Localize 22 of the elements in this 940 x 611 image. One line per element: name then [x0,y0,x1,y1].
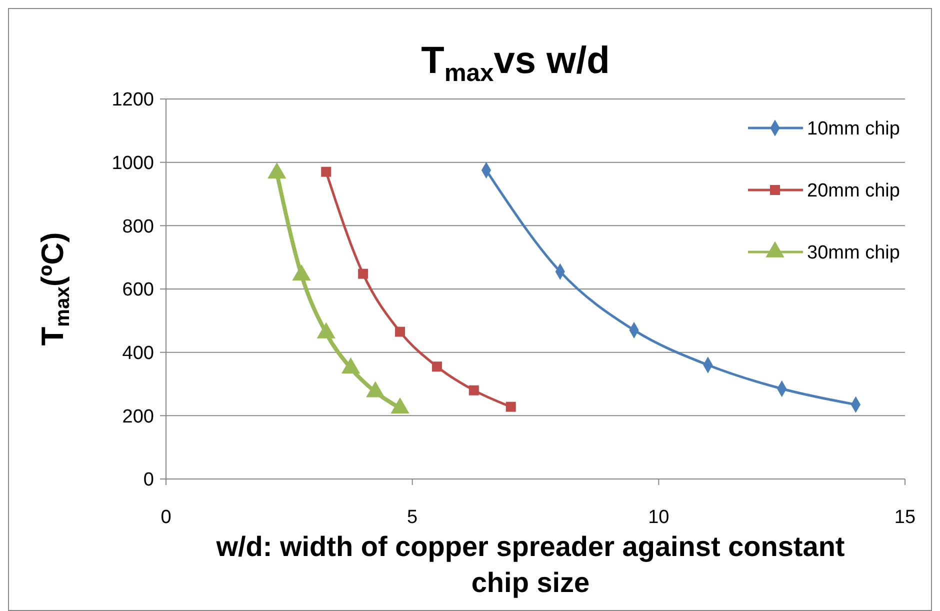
y-tick-label: 600 [122,280,154,301]
y-tick-label: 200 [122,406,154,428]
y-tick-label: 800 [122,216,154,238]
y-tick-label: 0 [143,470,154,491]
point [432,362,442,372]
point [468,385,479,396]
legend-label: 30mm chip [807,242,900,264]
point [358,268,368,279]
point [321,166,332,177]
x-axis-title: w/d: width of copper spreader against constant chip size [215,531,845,598]
point [395,326,406,337]
x-tick-label: 0 [160,507,172,528]
x-tick-label: 10 [648,507,670,528]
y-tick-label: 1200 [112,90,154,111]
y-tick-label: 1000 [112,152,154,174]
x-tick-label: 15 [894,507,916,528]
y-tick-label: 400 [122,342,154,364]
point [506,402,516,412]
chart-title: T$_{max}$vs w/d [421,40,610,86]
legend-label: 10mm chip [807,118,900,140]
legend-label: 20mm chip [807,180,900,202]
x-tick-label: 5 [407,507,418,528]
